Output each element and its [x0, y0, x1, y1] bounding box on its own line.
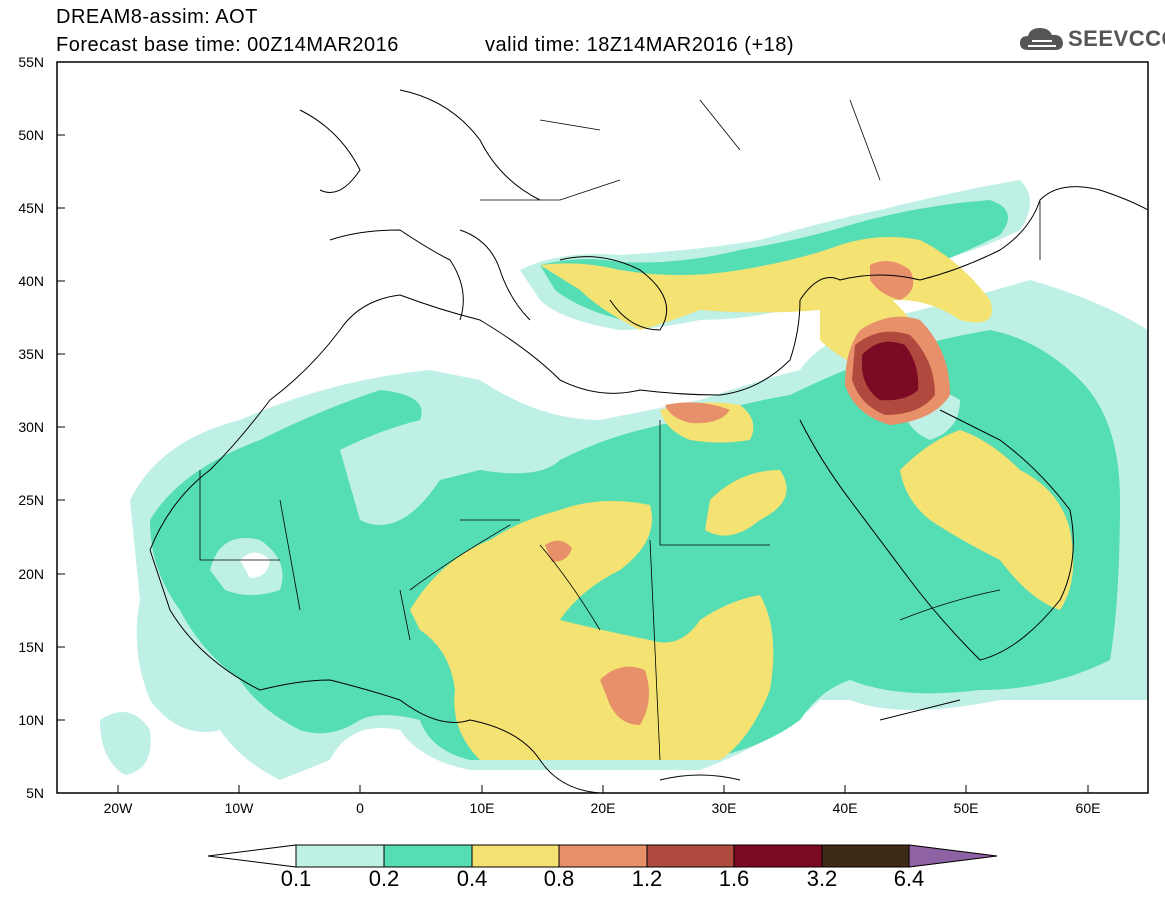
- aot-band-0-8: [545, 261, 950, 725]
- coastlines: [149, 89, 1148, 793]
- seevccc-logo: SEEVCCC: [1018, 22, 1165, 56]
- logo-text: SEEVCCC: [1068, 26, 1165, 51]
- lat-label: 20N: [18, 566, 44, 582]
- colorbar-label: 0.4: [456, 866, 488, 891]
- map-title: DREAM8-assim: AOT: [56, 6, 258, 28]
- colorbar-segment-5: [646, 844, 735, 868]
- lon-label: 10W: [224, 800, 254, 816]
- aot-field: [100, 180, 1148, 780]
- colorbar-label: 0.8: [543, 866, 575, 891]
- lon-label: 40E: [832, 800, 858, 816]
- lat-label: 30N: [18, 419, 44, 435]
- colorbar-label: 3.2: [806, 866, 838, 891]
- lon-label: 10E: [469, 800, 495, 816]
- lon-label: 0: [356, 800, 364, 816]
- colorbar-label: 1.6: [718, 866, 750, 891]
- colorbar-label: 0.2: [368, 866, 400, 891]
- lat-label: 15N: [18, 639, 44, 655]
- lon-label: 20W: [103, 800, 133, 816]
- lon-label: 60E: [1075, 800, 1101, 816]
- colorbar-label: 1.2: [631, 866, 663, 891]
- lat-label: 35N: [18, 346, 44, 362]
- colorbar-label: 6.4: [893, 866, 925, 891]
- aot-band-1-6: [862, 341, 919, 401]
- colorbar-segment-1: [295, 844, 385, 868]
- lat-label: 45N: [18, 200, 44, 216]
- forecast-base-time: Forecast base time: 00Z14MAR2016: [56, 34, 399, 56]
- lat-label: 40N: [18, 273, 44, 289]
- lon-label: 20E: [590, 800, 616, 816]
- colorbar-segment-7: [821, 844, 910, 868]
- colorbar-segment-3: [471, 844, 560, 868]
- borders: [199, 99, 1041, 761]
- valid-time: valid time: 18Z14MAR2016 (+18): [485, 34, 795, 56]
- aot-hole-white: [240, 552, 270, 578]
- colorbar-segment-under: [207, 844, 297, 868]
- lat-label: 10N: [18, 712, 44, 728]
- colorbar-segment-2: [383, 844, 473, 868]
- aot-band-0-2: [150, 200, 1120, 760]
- axis-ticks: [57, 134, 1089, 793]
- lon-label: 30E: [711, 800, 737, 816]
- lat-label: 50N: [18, 127, 44, 143]
- colorbar-label: 0.1: [280, 866, 312, 891]
- colorbar-segment-6: [733, 844, 823, 868]
- cloud-icon: [1020, 28, 1063, 50]
- colorbar-segment-over: [908, 844, 998, 868]
- lat-label: 5N: [26, 785, 44, 801]
- lat-label: 55N: [18, 54, 44, 70]
- colorbar-segment-4: [558, 844, 648, 868]
- colorbar: [207, 844, 998, 868]
- lon-label: 50E: [953, 800, 979, 816]
- lat-label: 25N: [18, 492, 44, 508]
